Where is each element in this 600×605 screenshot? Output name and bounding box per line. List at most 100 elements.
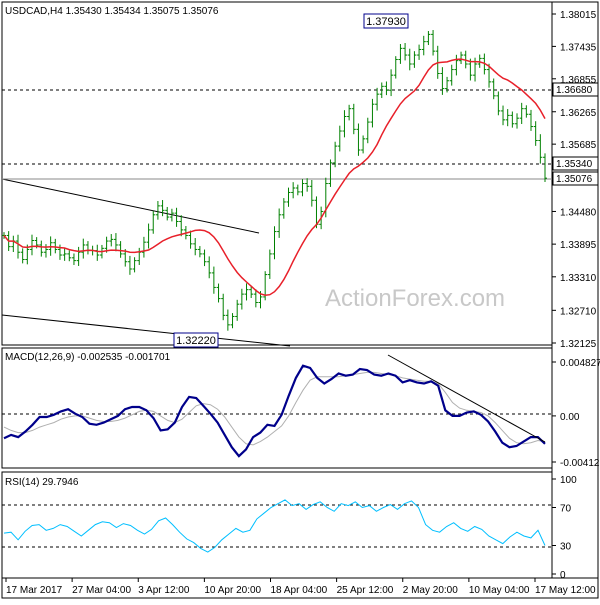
resistance-1-value: 1.36680 [556, 85, 593, 96]
price-bar [379, 82, 384, 99]
price-bar [445, 76, 450, 93]
price-bar [403, 43, 408, 61]
macd-axis-label: 0.004827 [560, 358, 600, 369]
price-bar [491, 78, 496, 100]
price-bar [337, 125, 342, 152]
price-bar [412, 51, 417, 68]
price-bar [71, 253, 76, 265]
price-bar [347, 104, 352, 121]
price-bar [515, 113, 520, 129]
price-axis-label: 1.34480 [560, 207, 597, 218]
last-price-tag: 1.35076 [552, 171, 599, 186]
price-axis-label: 1.32125 [560, 339, 597, 350]
price-bar [53, 238, 58, 254]
price-bar [43, 244, 48, 258]
rsi-axis-label: 0 [560, 570, 566, 581]
price-bar [179, 215, 184, 237]
price-bar [529, 109, 534, 131]
price-bar [165, 206, 170, 221]
price-bar [431, 30, 436, 56]
price-bar [398, 43, 403, 64]
x-axis-label: 25 Apr 12:00 [337, 585, 394, 596]
rsi-axis: 100 70 30 0 [552, 475, 577, 581]
price-panel-title: USDCAD,H4 1.35430 1.35434 1.35075 1.3507… [5, 6, 219, 17]
price-bar [342, 110, 347, 138]
x-axis-label: 17 May 12:00 [535, 585, 596, 596]
price-bar [225, 309, 230, 331]
x-axis-label: 3 Apr 12:00 [138, 585, 190, 596]
bottom-axis-frame [1, 577, 599, 599]
watermark: ActionForex.com [325, 285, 505, 312]
price-bar [487, 63, 492, 88]
price-bar [67, 250, 72, 262]
x-axis: 17 Mar 2017 27 Mar 04:00 3 Apr 12:00 10 Apr… [5, 578, 596, 596]
price-bar [281, 198, 286, 219]
price-bar [417, 44, 422, 60]
price-bar [193, 238, 198, 256]
macd-line [3, 364, 546, 458]
macd-panel-title: MACD(12,26,9) -0.002535 -0.001701 [5, 352, 171, 363]
price-bar [207, 256, 212, 279]
price-bar [389, 69, 394, 97]
price-axis-label: 1.33895 [560, 240, 597, 251]
macd-signal-line [3, 371, 546, 446]
price-bar [459, 51, 464, 65]
price-bar [151, 210, 156, 234]
price-bar [496, 91, 501, 116]
macd-axis-label: -0.004129 [560, 458, 600, 469]
price-bar [543, 153, 547, 183]
rsi-line [3, 499, 546, 553]
price-bar [29, 234, 34, 256]
price-bar [356, 123, 361, 156]
x-axis-label: 17 Mar 2017 [6, 585, 63, 596]
resistance-1-tag: 1.36680 [552, 82, 599, 97]
price-axis-label: 1.32710 [560, 306, 597, 317]
price-bars [2, 30, 547, 331]
price-bar [393, 56, 398, 79]
price-bar [235, 299, 240, 321]
price-bar [109, 234, 114, 247]
macd-axis: 0.004827 0.00 -0.004129 [552, 358, 600, 469]
price-bar [118, 241, 123, 258]
price-bar [146, 223, 151, 249]
price-bar [104, 236, 109, 253]
price-bar [169, 208, 174, 222]
price-bar [239, 288, 244, 310]
price-bar [221, 293, 226, 321]
swing-high-label: 1.37930 [363, 13, 409, 29]
price-bar [249, 285, 254, 298]
price-bar [524, 105, 529, 118]
price-bar [505, 109, 510, 127]
price-bar [351, 103, 356, 135]
resistance-2-tag: 1.35340 [552, 156, 599, 171]
price-bar [20, 248, 25, 264]
macd-axis-label: 0.00 [560, 412, 580, 423]
price-bar [519, 102, 524, 125]
price-bar [454, 54, 459, 76]
price-bar [132, 257, 137, 273]
x-axis-label: 27 Mar 04:00 [72, 585, 131, 596]
price-bar [407, 48, 412, 71]
price-bar [295, 184, 300, 196]
rsi-axis-label: 70 [560, 504, 572, 515]
price-bar [440, 67, 445, 95]
price-bar [211, 266, 216, 294]
price-bar [127, 255, 132, 275]
last-price-value: 1.35076 [556, 174, 593, 185]
price-bar [113, 233, 118, 252]
price-axis-label: 1.38015 [560, 10, 597, 21]
price-bar [361, 135, 366, 154]
price-bar [253, 289, 258, 308]
price-axis-label: 1.35685 [560, 140, 597, 151]
price-bar [81, 238, 86, 259]
swing-high-value: 1.37930 [366, 16, 406, 28]
price-bar [370, 98, 375, 128]
x-axis-label: 18 Apr 04:00 [271, 585, 328, 596]
price-bar [309, 179, 314, 207]
price-bar [197, 246, 202, 258]
x-axis-label: 10 May 04:00 [469, 585, 530, 596]
price-bar [426, 31, 431, 46]
swing-low-label: 1.32220 [173, 332, 219, 348]
